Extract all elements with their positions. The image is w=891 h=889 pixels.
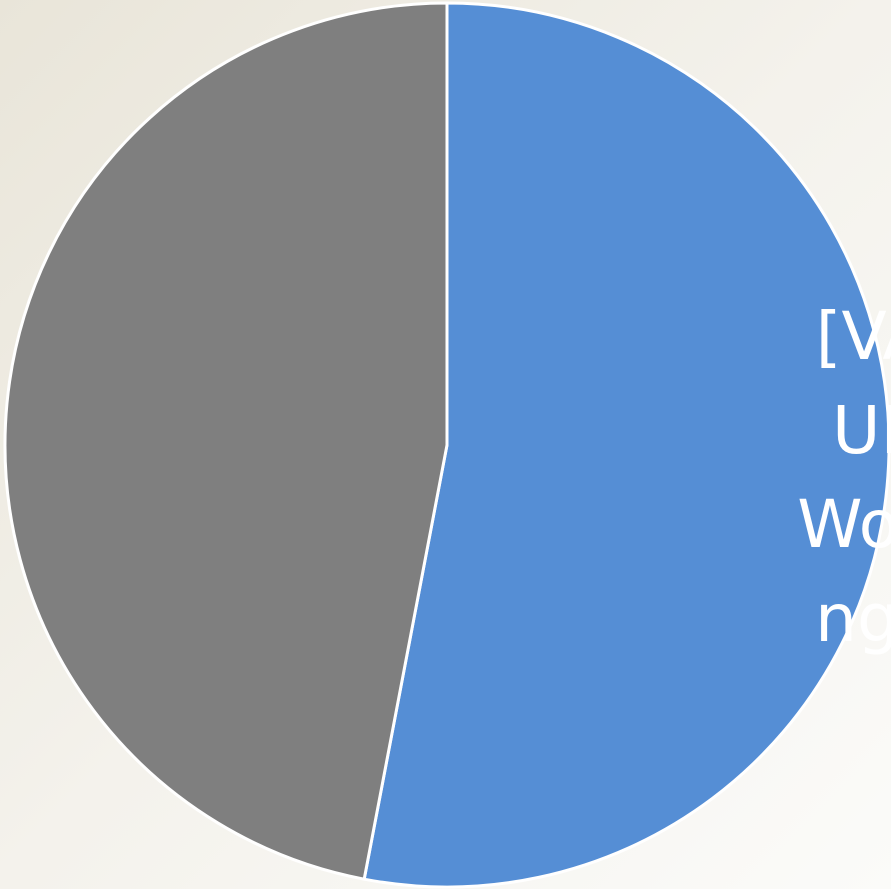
pie-slice [3,1,449,881]
data-label: [VAL [816,298,891,375]
pie-slice [362,1,891,889]
data-label: Worki [797,486,891,563]
data-label: UE] [832,392,891,469]
data-label: ng… [815,580,891,657]
